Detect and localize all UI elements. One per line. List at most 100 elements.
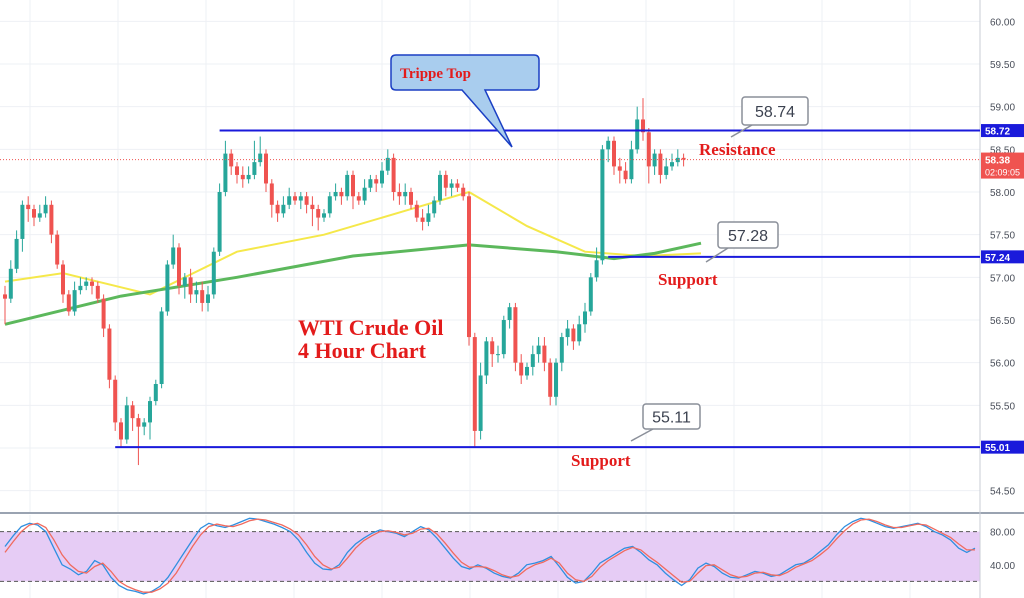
candle[interactable] <box>484 337 489 384</box>
candle[interactable] <box>148 396 152 440</box>
candle[interactable] <box>211 247 216 299</box>
candle[interactable] <box>43 196 48 218</box>
candle[interactable] <box>519 354 524 384</box>
candle[interactable] <box>414 200 419 222</box>
candle[interactable] <box>113 375 118 431</box>
candle[interactable] <box>90 277 94 295</box>
candle[interactable] <box>356 192 361 205</box>
candle[interactable] <box>670 153 674 171</box>
candle[interactable] <box>327 192 332 218</box>
candle[interactable] <box>351 170 355 210</box>
candle[interactable] <box>269 179 274 218</box>
candle[interactable] <box>200 281 205 312</box>
candle[interactable] <box>8 260 13 303</box>
candle[interactable] <box>177 243 181 295</box>
candle[interactable] <box>333 183 338 201</box>
candle[interactable] <box>304 192 309 214</box>
candle[interactable] <box>124 396 129 444</box>
candle[interactable] <box>107 324 112 389</box>
candle[interactable] <box>37 204 42 222</box>
candle[interactable] <box>287 187 292 210</box>
candle[interactable] <box>675 149 680 167</box>
candle[interactable] <box>194 281 199 303</box>
candle[interactable] <box>646 128 651 184</box>
candle[interactable] <box>206 285 210 312</box>
candle[interactable] <box>391 153 396 201</box>
candle[interactable] <box>72 281 77 316</box>
candle[interactable] <box>32 204 36 227</box>
candle[interactable] <box>629 140 634 184</box>
candle[interactable] <box>548 358 553 406</box>
candle[interactable] <box>55 230 60 269</box>
candle[interactable] <box>617 157 622 184</box>
candle[interactable] <box>49 200 54 244</box>
candle[interactable] <box>641 98 645 141</box>
candle[interactable] <box>252 140 257 180</box>
candle[interactable] <box>681 153 686 167</box>
candle[interactable] <box>26 196 31 222</box>
candle[interactable] <box>235 162 239 184</box>
candle[interactable] <box>171 234 176 269</box>
candle[interactable] <box>594 247 599 282</box>
candle[interactable] <box>542 337 547 372</box>
candle[interactable] <box>374 174 379 192</box>
candle[interactable] <box>310 196 315 227</box>
candle[interactable] <box>658 149 663 184</box>
speech-bubble[interactable]: Trippe Top <box>390 54 540 148</box>
candle[interactable] <box>623 162 628 184</box>
candle[interactable] <box>554 358 558 406</box>
candle[interactable] <box>281 196 286 218</box>
candle[interactable] <box>101 294 106 338</box>
candle[interactable] <box>368 174 373 192</box>
candle[interactable] <box>612 136 616 175</box>
candle[interactable] <box>298 192 303 210</box>
candle[interactable] <box>78 277 83 295</box>
candle[interactable] <box>577 315 582 346</box>
candle[interactable] <box>339 187 344 205</box>
candle[interactable] <box>264 149 268 192</box>
candle[interactable] <box>420 209 425 231</box>
candle[interactable] <box>461 183 466 201</box>
candle[interactable] <box>536 337 541 363</box>
candle[interactable] <box>606 136 611 163</box>
candle[interactable] <box>426 204 431 227</box>
candle[interactable] <box>530 345 535 376</box>
candle[interactable] <box>397 183 402 205</box>
candle[interactable] <box>525 362 529 380</box>
candle[interactable] <box>583 302 587 333</box>
candle[interactable] <box>565 320 570 346</box>
candle[interactable] <box>130 401 135 431</box>
candle[interactable] <box>14 230 19 274</box>
candle[interactable] <box>275 200 280 222</box>
callout-support-low-value[interactable]: 55.11 <box>630 403 701 442</box>
candle[interactable] <box>345 170 350 201</box>
candle[interactable] <box>246 166 251 184</box>
candle[interactable] <box>217 183 222 256</box>
candle[interactable] <box>66 290 71 316</box>
candle[interactable] <box>84 277 89 291</box>
candle[interactable] <box>449 179 454 197</box>
callout-resistance-value[interactable]: 58.74 <box>730 96 809 138</box>
candle[interactable] <box>240 166 245 188</box>
candle[interactable] <box>600 145 605 265</box>
candle[interactable] <box>159 307 164 389</box>
candle[interactable] <box>664 157 669 180</box>
candle[interactable] <box>588 273 593 316</box>
candle[interactable] <box>188 268 193 303</box>
candle[interactable] <box>443 170 448 197</box>
candle[interactable] <box>119 418 123 448</box>
candle[interactable] <box>455 179 460 192</box>
candle[interactable] <box>316 204 321 231</box>
candle[interactable] <box>153 379 158 406</box>
candle[interactable] <box>467 192 471 346</box>
candle[interactable] <box>478 362 483 440</box>
candle[interactable] <box>559 332 564 372</box>
candle[interactable] <box>223 140 228 197</box>
candle[interactable] <box>95 281 100 303</box>
candle[interactable] <box>490 337 495 367</box>
candle[interactable] <box>496 345 500 363</box>
candle[interactable] <box>513 302 518 372</box>
candle[interactable] <box>136 413 141 466</box>
candle[interactable] <box>258 136 263 167</box>
